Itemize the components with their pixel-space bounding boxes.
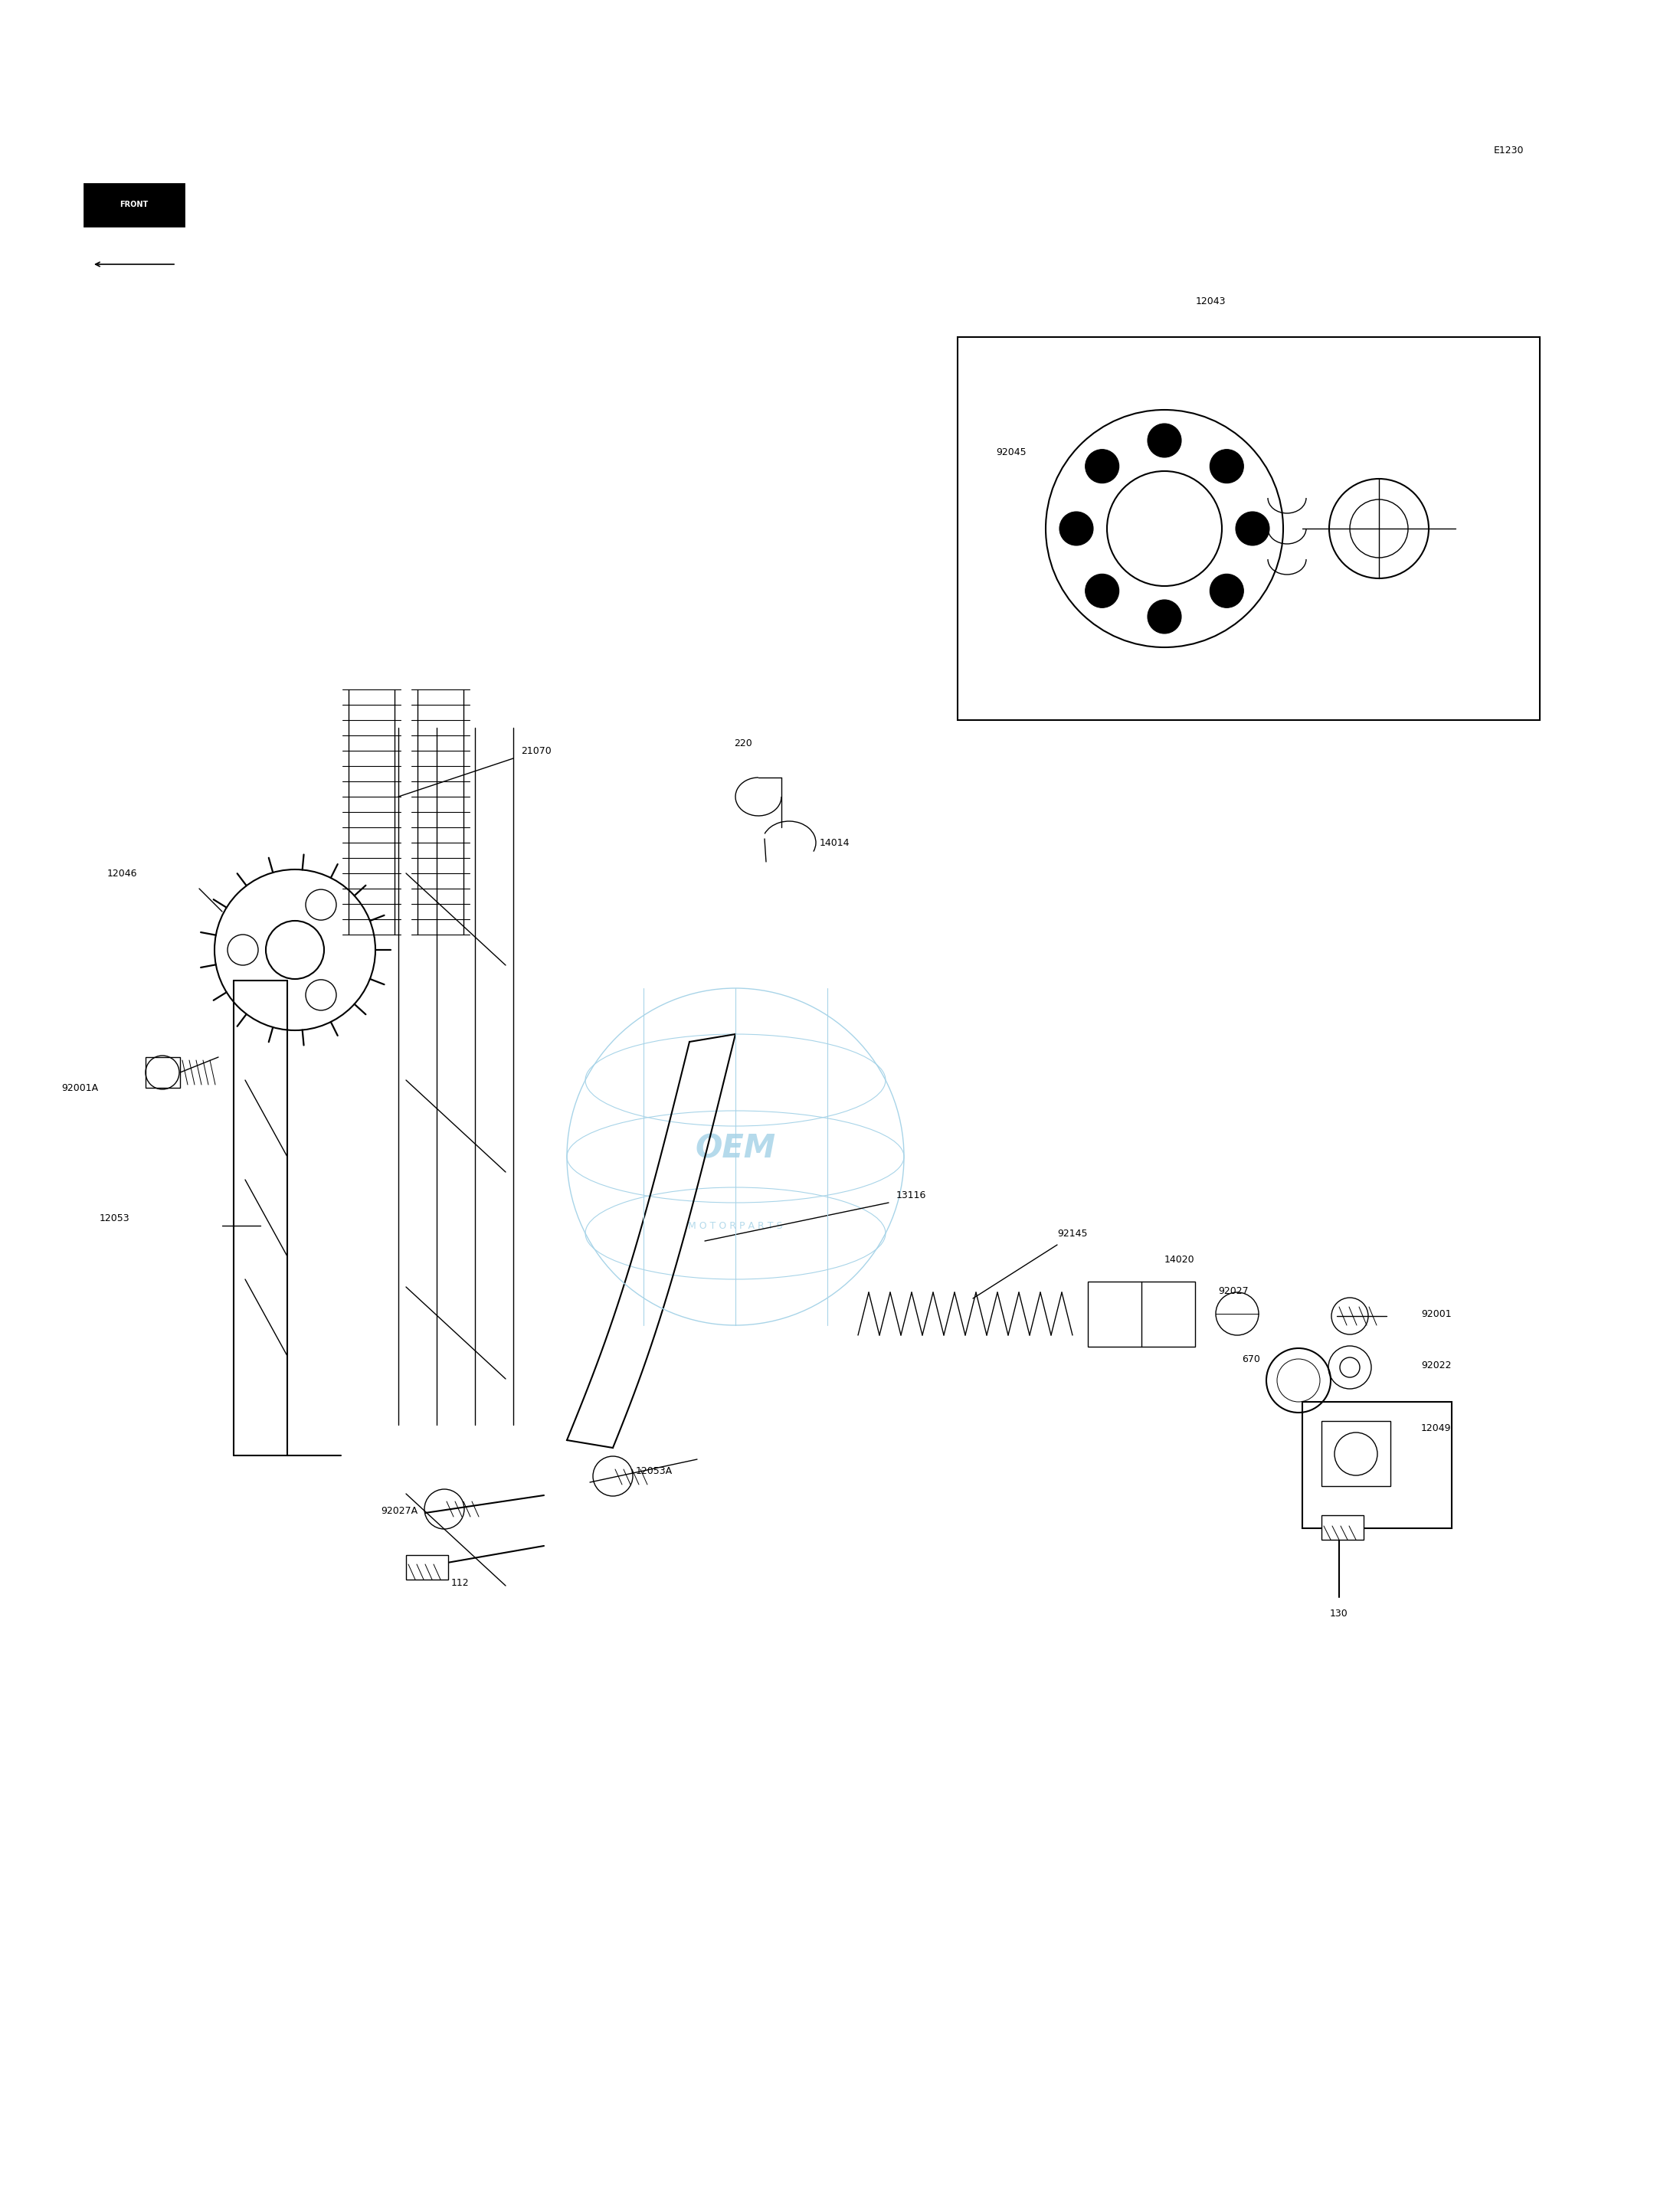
Text: 130: 130 [1331,1608,1347,1619]
Circle shape [1085,450,1119,483]
Bar [84,185,183,226]
Text: 12046: 12046 [108,868,138,879]
Text: FRONT: FRONT [119,200,148,209]
Text: 12049: 12049 [1421,1424,1452,1435]
Circle shape [1147,424,1181,457]
Text: 92001A: 92001A [60,1083,97,1092]
Text: 92027: 92027 [1218,1285,1248,1296]
Text: 12053: 12053 [99,1213,129,1224]
Bar [407,1555,449,1580]
Circle shape [1060,512,1094,545]
Circle shape [1236,512,1270,545]
Text: 14020: 14020 [1164,1254,1194,1265]
Bar [958,336,1541,721]
Text: 92045: 92045 [996,446,1026,457]
Text: 14014: 14014 [820,837,850,848]
Bar [1089,1281,1194,1347]
Text: 92001: 92001 [1421,1309,1452,1318]
Circle shape [1210,573,1243,609]
Text: 12053A: 12053A [635,1465,672,1476]
Text: 112: 112 [450,1577,469,1588]
Bar [146,1057,180,1088]
Text: E1230: E1230 [1494,145,1524,156]
Circle shape [1147,600,1181,633]
Text: 12043: 12043 [1194,297,1225,305]
Text: OEM: OEM [696,1134,776,1164]
Text: 21070: 21070 [521,745,551,756]
Text: M O T O R P A R T S: M O T O R P A R T S [689,1222,783,1230]
Text: 670: 670 [1242,1356,1260,1364]
Text: 92145: 92145 [1057,1228,1087,1239]
Bar [1322,1421,1391,1485]
Text: 92027A: 92027A [381,1505,418,1516]
Text: 92022: 92022 [1421,1360,1452,1371]
Circle shape [1210,450,1243,483]
Text: 220: 220 [734,738,753,747]
Circle shape [1085,573,1119,609]
Text: 13116: 13116 [897,1191,926,1200]
Bar [1302,1402,1452,1529]
Bar [1322,1516,1364,1540]
